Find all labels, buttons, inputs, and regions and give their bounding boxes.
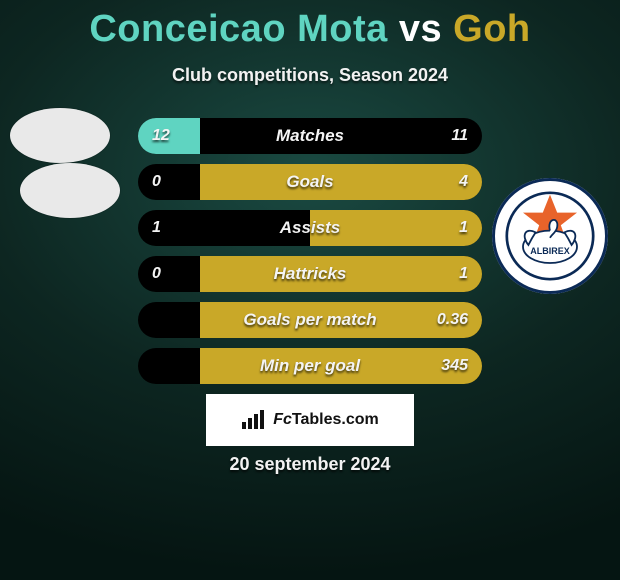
stat-value-right: 1 [459,265,468,283]
brand-box: FcTables.com [206,394,414,446]
player1-avatar-placeholder-2 [20,163,120,218]
page-title: Conceicao Mota vs Goh [0,0,620,51]
stat-row: 0Hattricks1 [138,256,482,292]
stat-label: Goals [138,172,482,192]
stat-row: Min per goal345 [138,348,482,384]
title-player2: Goh [453,8,530,50]
stat-row: 1Assists1 [138,210,482,246]
stat-value-right: 1 [459,219,468,237]
subtitle: Club competitions, Season 2024 [0,65,620,86]
brand-bars-icon [241,410,267,430]
badge-text: ALBIREX [530,246,570,256]
stats-table: 12Matches110Goals41Assists10Hattricks1Go… [138,118,482,394]
stat-value-right: 345 [441,357,468,375]
title-player1: Conceicao Mota [89,8,387,50]
stat-label: Hattricks [138,264,482,284]
player2-club-badge: ALBIREX [492,178,608,294]
player1-avatar-placeholder [10,108,110,163]
stat-value-right: 11 [451,127,468,145]
title-vs: vs [399,8,442,50]
stat-label: Matches [138,126,482,146]
stat-row: Goals per match0.36 [138,302,482,338]
stat-value-right: 0.36 [437,311,468,329]
stat-value-right: 4 [459,173,468,191]
albirex-badge-icon: ALBIREX [505,191,595,281]
stat-label: Assists [138,218,482,238]
footer-date: 20 september 2024 [0,454,620,475]
brand-rest: Tables.com [292,411,379,428]
stat-row: 12Matches11 [138,118,482,154]
stat-label: Min per goal [138,356,482,376]
brand-prefix: Fc [273,411,292,428]
stat-row: 0Goals4 [138,164,482,200]
stat-label: Goals per match [138,310,482,330]
